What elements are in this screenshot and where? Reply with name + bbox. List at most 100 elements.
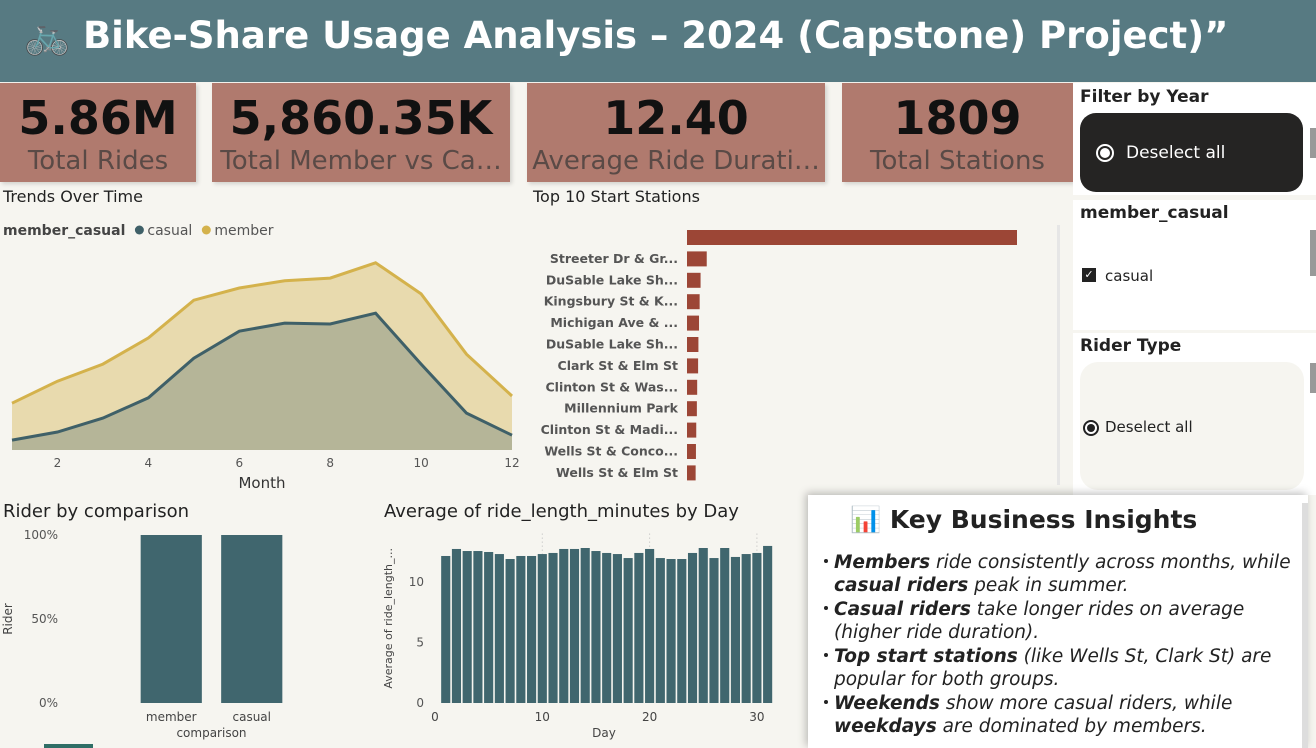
series-line: [11, 261, 514, 405]
checkbox[interactable]: ✓: [1082, 268, 1096, 282]
page-title: 🚲 Bike-Share Usage Analysis – 2024 (Caps…: [24, 14, 1229, 57]
legend-label: casual: [147, 223, 192, 239]
bar: [634, 552, 644, 703]
slicer-panel: Filter by Year Deselect all member_casua…: [1073, 83, 1316, 495]
x-tick-label: 10: [413, 456, 428, 470]
bar: [687, 401, 697, 417]
bar: [655, 558, 665, 703]
slicer: Filter by Year Deselect all: [1073, 83, 1316, 195]
insight: Weekends show more casual riders, while …: [822, 692, 1302, 738]
kpi-value: 5,860.35K: [229, 91, 493, 145]
bar: [687, 422, 697, 438]
x-tick-label: 10: [535, 710, 550, 724]
y-tick-label: Kingsbury St & K...: [544, 294, 678, 309]
y-tick-label: Clark St & Elm St: [558, 358, 679, 373]
radio[interactable]: [1083, 420, 1099, 436]
area-fill: [12, 313, 512, 450]
bar: [569, 548, 580, 703]
scrollbar[interactable]: [1310, 363, 1316, 393]
slicer-button[interactable]: Deselect all: [1080, 113, 1303, 192]
bar: [645, 548, 655, 703]
scrollbar[interactable]: [1310, 230, 1316, 276]
y-tick-label: Streeter Dr & Gr...: [550, 251, 678, 266]
slicer-option[interactable]: Deselect all: [1126, 143, 1226, 163]
bar: [687, 358, 699, 374]
kpi-card: 5.86M Total Rides: [0, 83, 196, 182]
bar: [580, 547, 590, 703]
insight-text: peak in summer.: [968, 575, 1129, 596]
x-tick-label: 20: [642, 710, 657, 724]
bar: [441, 555, 451, 703]
insight-emphasis: Members: [834, 552, 931, 573]
kpi-label: Average Ride Durati…: [532, 146, 820, 176]
legend-marker: [201, 225, 211, 235]
y-tick-label: 0: [416, 696, 424, 710]
bar: [602, 552, 612, 703]
bar: [451, 548, 462, 703]
bar: [505, 559, 515, 703]
page-tab[interactable]: [44, 744, 93, 748]
y-tick-label: Wells St & Elm St: [556, 465, 678, 480]
chart-title: Rider by comparison: [3, 501, 189, 522]
insight-emphasis: Casual riders: [834, 599, 971, 620]
insight-text: take longer rides on average (higher rid…: [834, 599, 1245, 643]
bar: [720, 547, 730, 703]
bar: [687, 251, 707, 267]
y-tick-label: 50%: [31, 612, 58, 626]
bar: [763, 545, 773, 703]
bar: [527, 555, 537, 703]
slicer-title: Filter by Year: [1080, 87, 1209, 107]
slicer-option[interactable]: Deselect all: [1105, 418, 1193, 436]
kpi-value: 1809: [893, 91, 1022, 145]
insights-title: 📊 Key Business Insights: [850, 505, 1198, 534]
x-tick-label: 0: [431, 710, 439, 724]
scrollbar[interactable]: [1310, 128, 1316, 158]
y-tick-label: 100%: [24, 528, 58, 542]
bar: [140, 535, 202, 703]
x-axis-label: Month: [238, 474, 285, 492]
y-tick-label: DuSable Lake Sh...: [546, 272, 678, 287]
y-tick-label: Clinton St & Madi...: [541, 422, 678, 437]
bar: [687, 337, 699, 352]
y-tick-label: 5: [416, 636, 424, 650]
bar: [516, 555, 526, 703]
bar-chart: Top 10 Start Stations Streeter Dr & Gr...…: [532, 187, 1060, 485]
bar: [709, 558, 719, 703]
slicer-title: Rider Type: [1080, 336, 1182, 356]
bar: [698, 547, 708, 703]
chart-title: Trends Over Time: [2, 187, 143, 206]
slicer: Rider Type Deselect all: [1073, 333, 1316, 495]
legend-marker: [134, 225, 144, 235]
bar: [591, 551, 601, 703]
y-tick-label: Clinton St & Was...: [545, 379, 678, 394]
header: 🚲 Bike-Share Usage Analysis – 2024 (Caps…: [0, 0, 1316, 82]
bar: [462, 551, 472, 703]
insight-emphasis: Weekends: [834, 693, 940, 714]
slicer-title: member_casual: [1080, 203, 1229, 223]
slicer-box: Deselect all: [1080, 362, 1304, 490]
slicer-option[interactable]: casual: [1105, 267, 1154, 285]
scrollbar[interactable]: [1302, 503, 1308, 748]
insight-text: ride consistently across months, while: [930, 552, 1291, 573]
bar: [666, 559, 676, 703]
y-tick-label: Millennium Park: [564, 401, 679, 416]
y-tick-label: DuSable Lake Sh...: [546, 337, 678, 352]
kpi-card: 12.40 Average Ride Durati…: [527, 83, 825, 182]
chart-title: Top 10 Start Stations: [532, 187, 700, 206]
y-axis-label: Average of ride_length_...: [382, 548, 395, 689]
bar: [752, 552, 762, 703]
series-line: [11, 311, 513, 442]
insight: Members ride consistently across months,…: [822, 551, 1302, 597]
y-tick-label: Michigan Ave & ...: [550, 315, 678, 330]
legend-title: member_casual: [3, 223, 125, 239]
y-tick-label: 10: [409, 575, 424, 589]
y-tick-label: 0%: [39, 696, 58, 710]
radio[interactable]: [1096, 144, 1114, 162]
x-tick-label: 8: [326, 456, 334, 470]
kpi-label: Total Stations: [870, 146, 1045, 176]
bar: [687, 315, 700, 331]
x-tick-label: 4: [145, 456, 153, 470]
bar: [687, 379, 698, 395]
bar: [494, 554, 504, 703]
bar: [677, 559, 687, 703]
